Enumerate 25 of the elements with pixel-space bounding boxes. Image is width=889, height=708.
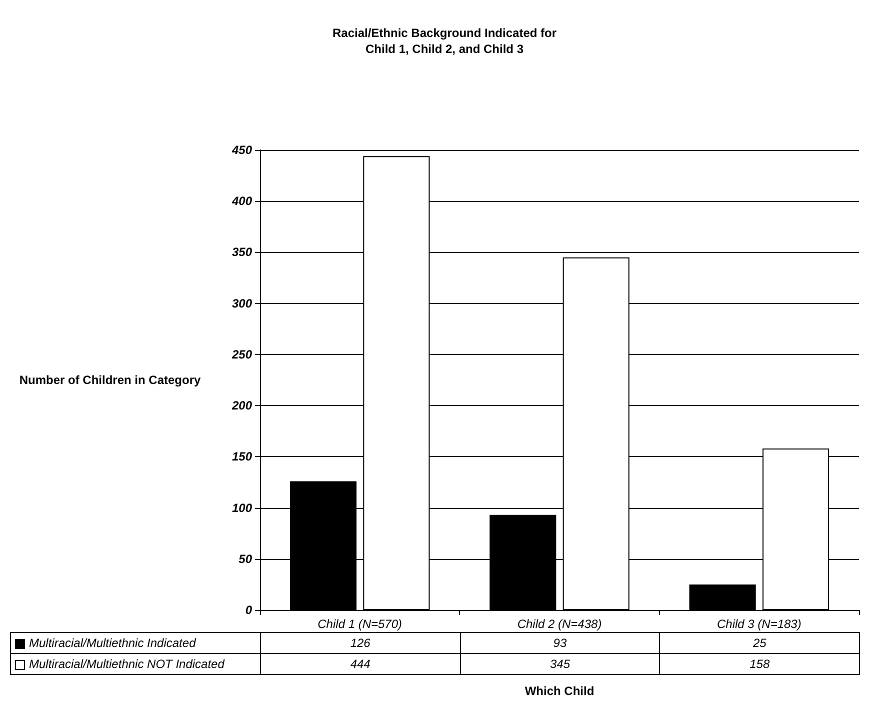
data-label: 126 [260,632,460,654]
x-tick-label: Child 3 (N=183) [716,617,802,631]
y-tick-label: 100 [232,500,252,515]
y-tick-label: 50 [238,552,252,566]
chart-title: Racial/Ethnic Background Indicated for Child 1, Child 2, and Child 3 [332,26,557,56]
y-tick-label: 250 [230,347,252,362]
y-tick-label: 400 [230,194,252,208]
y-tick-label: 450 [230,143,252,157]
data-label: 345 [460,654,660,674]
y-tick-label: 300 [232,296,252,310]
bar [689,584,756,610]
y-tick-label: 200 [230,398,252,413]
y-tick-label: 0 [245,603,252,617]
y-axis-title: Number of Children in Category [19,373,201,387]
data-label: 158 [660,654,860,674]
legend-label: Multiracial/Multiethnic NOT Indicated [10,654,260,674]
data-label: 444 [260,654,460,674]
data-label: 93 [460,632,660,654]
x-tick-label: Child 1 (N=570) [318,617,402,631]
data-label: 25 [660,632,860,654]
x-axis-title: Which Child [524,684,596,698]
x-tick-label: Child 2 (N=438) [517,617,602,631]
y-tick-label: 150 [232,450,252,464]
y-tick-label: 350 [232,245,252,260]
legend-label: Multiracial/Multiethnic Indicated [10,632,260,654]
